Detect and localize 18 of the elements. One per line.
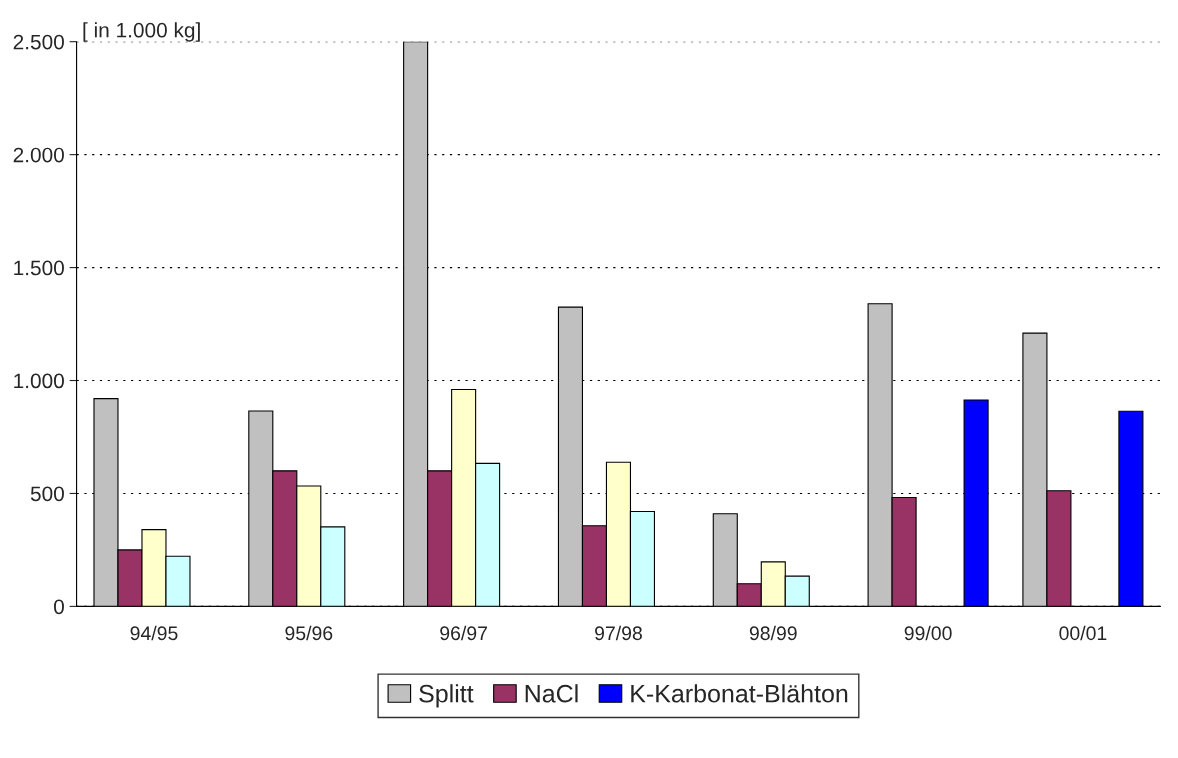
legend-label: NaCl (525, 684, 578, 703)
x-tick-label: 96/97 (440, 625, 487, 641)
y-tick-label: 2.000 (13, 147, 64, 163)
x-tick-label: 97/98 (595, 625, 642, 641)
y-tick-label: 1.000 (14, 373, 64, 389)
x-tick-label: 99/00 (904, 625, 952, 641)
y-tick-label: 1.500 (14, 260, 64, 276)
x-tick-label: 00/01 (1059, 625, 1107, 641)
y-tick-label: 500 (30, 486, 64, 502)
x-tick-label: 98/99 (749, 625, 797, 641)
legend-label: Splitt (419, 684, 474, 708)
y-tick-label: 2.500 (13, 34, 64, 50)
y-axis-title: [ in 1.000 kg] (83, 22, 200, 42)
x-tick-label: 94/95 (130, 625, 178, 641)
bar (1118, 410, 1144, 607)
y-tick-label: 0 (53, 599, 64, 615)
legend-label: K-Karbonat-Blähton (631, 684, 848, 703)
x-tick-label: 95/96 (285, 625, 333, 641)
